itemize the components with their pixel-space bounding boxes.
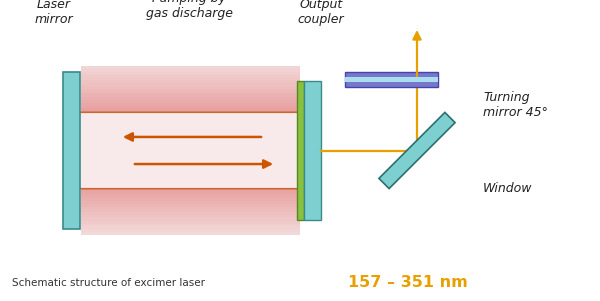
Bar — [81, 69, 300, 72]
Bar — [81, 190, 300, 193]
Bar — [81, 187, 300, 190]
Bar — [81, 89, 300, 92]
Bar — [81, 80, 300, 83]
Bar — [81, 77, 300, 80]
Bar — [81, 86, 300, 89]
Bar — [81, 123, 300, 125]
Bar — [81, 139, 300, 142]
Bar — [81, 167, 300, 170]
Bar — [81, 145, 300, 148]
Bar — [81, 209, 300, 212]
Bar — [81, 75, 300, 77]
Bar — [81, 204, 300, 207]
Polygon shape — [379, 112, 455, 189]
Bar — [81, 134, 300, 136]
Bar — [63, 72, 80, 229]
FancyBboxPatch shape — [73, 112, 305, 189]
Bar — [81, 83, 300, 86]
Bar — [81, 136, 300, 139]
Bar — [81, 173, 300, 176]
Bar — [81, 103, 300, 106]
Bar — [304, 81, 321, 220]
Bar — [81, 226, 300, 229]
Bar — [81, 184, 300, 187]
Bar — [81, 218, 300, 221]
Bar — [81, 212, 300, 215]
Text: Window: Window — [483, 182, 533, 195]
Bar — [81, 117, 300, 119]
Text: Output
coupler: Output coupler — [298, 0, 344, 26]
Bar — [81, 128, 300, 131]
Bar — [81, 215, 300, 218]
Bar — [81, 162, 300, 165]
Bar — [81, 232, 300, 235]
Bar — [81, 106, 300, 108]
Text: 157 – 351 nm: 157 – 351 nm — [348, 275, 468, 290]
Bar — [81, 201, 300, 204]
Text: Schematic structure of excimer laser: Schematic structure of excimer laser — [12, 278, 205, 288]
Bar — [345, 72, 438, 87]
Bar — [345, 77, 438, 82]
Bar — [81, 142, 300, 145]
Bar — [81, 153, 300, 156]
Bar — [81, 150, 300, 153]
Bar — [81, 108, 300, 111]
Bar — [297, 81, 304, 220]
Bar — [81, 221, 300, 224]
Bar — [81, 193, 300, 195]
Bar — [81, 148, 300, 150]
Text: Laser
mirror: Laser mirror — [35, 0, 73, 26]
Bar — [81, 159, 300, 162]
Bar — [81, 229, 300, 232]
Bar — [81, 125, 300, 128]
Bar — [81, 165, 300, 167]
Bar — [81, 92, 300, 94]
Bar — [81, 131, 300, 134]
Bar — [81, 72, 300, 75]
Bar — [81, 100, 300, 103]
Text: Turning
mirror 45°: Turning mirror 45° — [483, 91, 548, 119]
Text: Pumping by
gas discharge: Pumping by gas discharge — [146, 0, 233, 20]
Bar — [81, 176, 300, 178]
Bar — [81, 224, 300, 226]
Bar — [81, 119, 300, 123]
Bar — [81, 114, 300, 117]
Bar — [81, 182, 300, 184]
Bar — [81, 178, 300, 182]
Bar — [81, 111, 300, 114]
Bar — [81, 207, 300, 209]
Bar — [81, 94, 300, 97]
Bar — [81, 195, 300, 198]
Bar — [81, 156, 300, 159]
Bar — [81, 97, 300, 100]
Bar — [81, 66, 300, 69]
Bar — [81, 170, 300, 173]
Bar — [81, 198, 300, 201]
